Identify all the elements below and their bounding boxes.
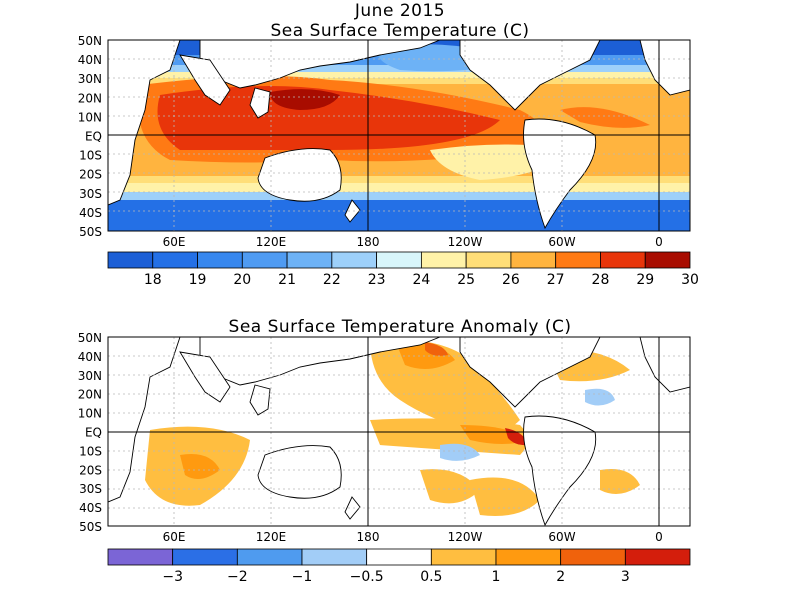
lon-tick-label: 180 (357, 530, 380, 544)
lat-tick-label: 20N (78, 91, 102, 105)
colorbar-label: 1 (492, 569, 501, 585)
colorbar-swatch (420, 251, 467, 269)
colorbar-swatch (301, 548, 368, 566)
lon-tick-label: 0 (655, 235, 663, 249)
colorbar-label: 26 (502, 272, 520, 288)
lon-tick-label: 60E (163, 530, 186, 544)
lat-tick-label: 40S (79, 206, 102, 220)
colorbar-label: 30 (681, 272, 699, 288)
colorbar-swatch (624, 548, 691, 566)
lon-tick-label: 120W (448, 530, 483, 544)
lat-tick-label: 20N (78, 388, 102, 402)
colorbar-swatch (107, 251, 154, 269)
lon-tick-label: 60W (548, 235, 575, 249)
lat-tick-label: 40S (79, 501, 102, 515)
lon-tick-label: 0 (655, 530, 663, 544)
lat-axis: 50N 40N 30N 20N 10N EQ 10S 20S 30S 40S 50S (78, 34, 102, 239)
anomaly-colorbar (107, 548, 691, 566)
lon-tick-label: 60E (163, 235, 186, 249)
chart-title: June 2015 (354, 1, 446, 21)
colorbar-label: 25 (457, 272, 475, 288)
anomaly-map: 50N 40N 30N 20N 10N EQ 10S 20S 30S 40S 50S 60E 120E… (78, 331, 691, 544)
lat-tick-label: 10N (78, 407, 102, 421)
colorbar-swatch (152, 251, 198, 269)
lat-tick-label: 10S (79, 149, 102, 163)
colorbar-swatch (555, 251, 601, 269)
colorbar-label: 22 (323, 272, 341, 288)
lon-axis: 60E 120E 180 120W 60W 0 (163, 235, 663, 249)
lon-tick-label: 120E (256, 235, 287, 249)
lat-tick-label: 50S (79, 225, 102, 239)
colorbar-label: 24 (412, 272, 430, 288)
colorbar-swatch (172, 548, 238, 566)
map-frame (107, 39, 691, 232)
sst-colorbar (107, 251, 691, 269)
lat-tick-label: 20S (79, 463, 102, 477)
lat-tick-label: 50N (78, 34, 102, 48)
colorbar-label: 27 (547, 272, 565, 288)
lat-tick-label: 30N (78, 72, 102, 86)
colorbar-label: −0.5 (350, 569, 384, 585)
lat-tick-label: 10N (78, 110, 102, 124)
anomaly-colorbar-labels: −3 −2 −1 −0.5 0.5 1 2 3 (162, 569, 629, 585)
colorbar-swatch (376, 251, 422, 269)
colorbar-swatch (331, 251, 378, 269)
lat-tick-label: 10S (79, 444, 102, 458)
colorbar-swatch (600, 251, 646, 269)
lat-tick-label: EQ (85, 426, 102, 440)
colorbar-swatch (236, 548, 303, 566)
lon-tick-label: 60W (548, 530, 575, 544)
colorbar-swatch (465, 251, 512, 269)
sst-colorbar-labels: 18 19 20 21 22 23 24 25 26 27 28 29 30 (144, 272, 699, 288)
lat-tick-label: 30S (79, 187, 102, 201)
lat-tick-label: 50S (79, 520, 102, 534)
colorbar-label: −2 (227, 569, 248, 585)
colorbar-swatch (495, 548, 562, 566)
colorbar-swatch (510, 251, 557, 269)
colorbar-swatch (366, 548, 432, 566)
colorbar-label: 20 (233, 272, 251, 288)
colorbar-label: 19 (189, 272, 207, 288)
map-frame (107, 336, 691, 527)
lat-tick-label: 40N (78, 53, 102, 67)
colorbar-label: 29 (636, 272, 654, 288)
colorbar-label: −1 (292, 569, 313, 585)
colorbar-label: 18 (144, 272, 162, 288)
colorbar-label: 21 (278, 272, 296, 288)
lon-tick-label: 120E (256, 530, 287, 544)
colorbar-swatch (430, 548, 497, 566)
lon-tick-label: 180 (357, 235, 380, 249)
colorbar-swatch (241, 251, 288, 269)
lat-tick-label: 30N (78, 369, 102, 383)
colorbar-swatch (286, 251, 333, 269)
lat-tick-label: 20S (79, 168, 102, 182)
sst-map: 50N 40N 30N 20N 10N EQ 10S 20S 30S 40S 50S 60E 120E… (78, 34, 691, 249)
colorbar-swatch (107, 548, 174, 566)
lat-axis: 50N 40N 30N 20N 10N EQ 10S 20S 30S 40S 50S (78, 331, 102, 534)
colorbar-swatch (197, 251, 243, 269)
anomaly-title: Sea Surface Temperature Anomaly (C) (228, 317, 572, 337)
colorbar-label: 23 (368, 272, 386, 288)
colorbar-label: 0.5 (420, 569, 442, 585)
lon-tick-label: 120W (448, 235, 483, 249)
colorbar-label: 28 (592, 272, 610, 288)
colorbar-swatch (644, 251, 691, 269)
chart-subtitle: Sea Surface Temperature (C) (270, 21, 530, 41)
colorbar-swatch (560, 548, 626, 566)
lat-tick-label: 30S (79, 482, 102, 496)
colorbar-label: 2 (556, 569, 565, 585)
colorbar-label: −3 (162, 569, 183, 585)
lon-axis: 60E 120E 180 120W 60W 0 (163, 530, 663, 544)
lat-tick-label: 50N (78, 331, 102, 345)
lat-tick-label: 40N (78, 350, 102, 364)
colorbar-label: 3 (621, 569, 630, 585)
lat-tick-label: EQ (85, 130, 102, 144)
